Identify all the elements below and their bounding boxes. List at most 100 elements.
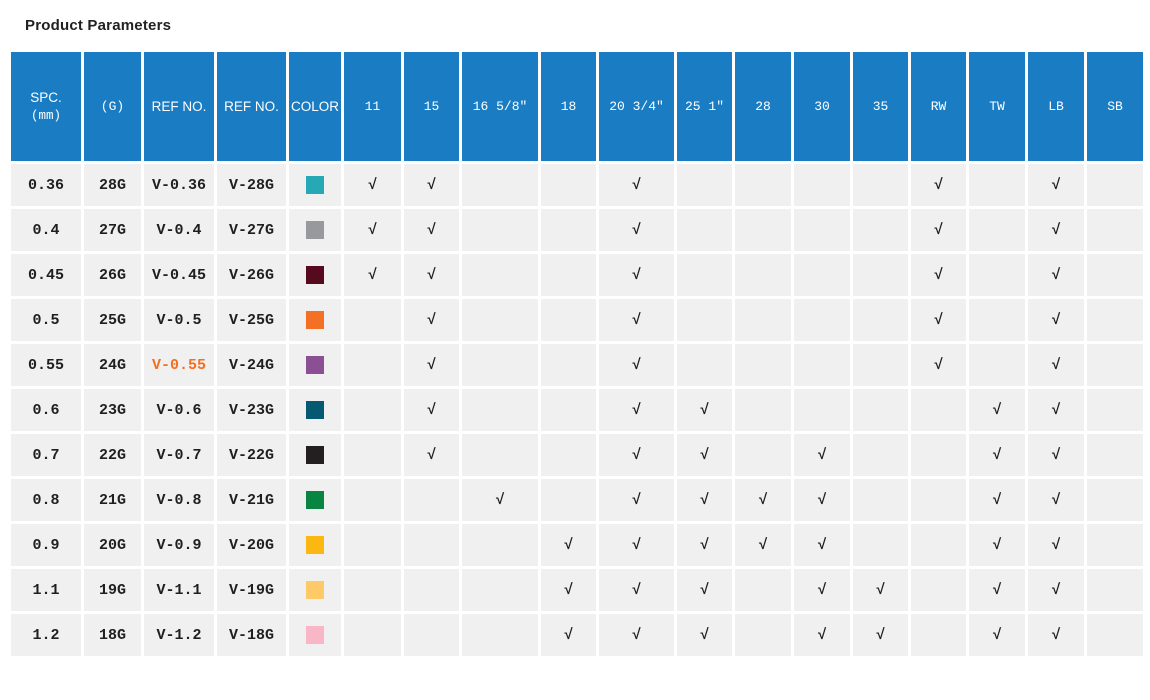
check-icon: √	[426, 401, 436, 419]
color-swatch-cell	[289, 479, 341, 521]
check-cell-35	[853, 434, 908, 476]
column-header-spc: SPC. (mm)	[11, 52, 81, 161]
check-cell-18	[541, 299, 596, 341]
check-cell-16-5-8in	[462, 434, 538, 476]
check-cell-rw	[911, 389, 966, 431]
ref-gauge-cell: V-18G	[217, 614, 286, 656]
check-cell-lb: √	[1028, 434, 1084, 476]
check-cell-30	[794, 164, 850, 206]
check-cell-rw	[911, 524, 966, 566]
check-cell-28	[735, 209, 791, 251]
check-icon: √	[1051, 221, 1061, 239]
check-cell-25-1in: √	[677, 524, 732, 566]
check-cell-25-1in: √	[677, 569, 732, 611]
gauge-cell: 25G	[84, 299, 141, 341]
column-header-gauge: (G)	[84, 52, 141, 161]
check-icon: √	[817, 626, 827, 644]
check-cell-11	[344, 389, 401, 431]
check-cell-sb	[1087, 614, 1143, 656]
column-header-16-5-8in: 16 5/8″	[462, 52, 538, 161]
check-icon: √	[631, 221, 641, 239]
check-cell-20-3-4in: √	[599, 389, 674, 431]
check-cell-25-1in	[677, 254, 732, 296]
check-icon: √	[992, 581, 1002, 599]
check-cell-11	[344, 614, 401, 656]
check-cell-15: √	[404, 389, 459, 431]
check-cell-35	[853, 344, 908, 386]
check-icon: √	[758, 536, 768, 554]
check-icon: √	[631, 626, 641, 644]
ref-no-cell: V-0.6	[144, 389, 214, 431]
column-header-ref-no: REF NO.	[144, 52, 214, 161]
table-header-row: SPC. (mm) (G) REF NO. REF NO. COLOR 11 15 16 5/8…	[11, 52, 1143, 161]
check-icon: √	[1051, 536, 1061, 554]
check-icon: √	[699, 626, 709, 644]
page-title: Product Parameters	[25, 17, 172, 34]
check-cell-tw: √	[969, 434, 1025, 476]
color-swatch-cell	[289, 524, 341, 566]
check-cell-sb	[1087, 299, 1143, 341]
check-cell-lb: √	[1028, 479, 1084, 521]
color-swatch	[306, 491, 324, 509]
check-cell-tw: √	[969, 614, 1025, 656]
ref-no-cell: V-0.36	[144, 164, 214, 206]
check-icon: √	[631, 581, 641, 599]
table-row: 1.2 18G V-1.2 V-18G √ √ √ √ √ √ √	[11, 614, 1143, 656]
check-cell-lb: √	[1028, 209, 1084, 251]
column-header-11: 11	[344, 52, 401, 161]
check-cell-16-5-8in	[462, 389, 538, 431]
color-swatch	[306, 356, 324, 374]
spc-cell: 0.9	[11, 524, 81, 566]
ref-gauge-cell: V-27G	[217, 209, 286, 251]
check-cell-11: √	[344, 254, 401, 296]
spc-cell: 0.7	[11, 434, 81, 476]
table-row: 0.6 23G V-0.6 V-23G √ √ √ √ √	[11, 389, 1143, 431]
product-parameters-table: SPC. (mm) (G) REF NO. REF NO. COLOR 11 15 16 5/8…	[8, 49, 1146, 659]
check-cell-16-5-8in	[462, 254, 538, 296]
check-cell-15	[404, 614, 459, 656]
check-cell-35	[853, 479, 908, 521]
gauge-cell: 19G	[84, 569, 141, 611]
check-icon: √	[758, 491, 768, 509]
check-cell-35	[853, 299, 908, 341]
gauge-cell: 20G	[84, 524, 141, 566]
check-cell-11: √	[344, 209, 401, 251]
check-icon: √	[426, 176, 436, 194]
check-cell-20-3-4in: √	[599, 344, 674, 386]
check-cell-11	[344, 299, 401, 341]
column-header-lb: LB	[1028, 52, 1084, 161]
check-cell-rw	[911, 614, 966, 656]
check-cell-35: √	[853, 569, 908, 611]
check-cell-lb: √	[1028, 569, 1084, 611]
check-cell-30	[794, 209, 850, 251]
check-cell-20-3-4in: √	[599, 299, 674, 341]
check-cell-rw	[911, 569, 966, 611]
check-cell-sb	[1087, 209, 1143, 251]
ref-gauge-cell: V-25G	[217, 299, 286, 341]
check-cell-tw	[969, 344, 1025, 386]
check-icon: √	[367, 266, 377, 284]
ref-gauge-cell: V-22G	[217, 434, 286, 476]
column-header-25-1in: 25 1″	[677, 52, 732, 161]
check-icon: √	[1051, 626, 1061, 644]
check-icon: √	[875, 626, 885, 644]
column-header-35: 35	[853, 52, 908, 161]
check-cell-28	[735, 254, 791, 296]
column-header-rw: RW	[911, 52, 966, 161]
gauge-cell: 22G	[84, 434, 141, 476]
check-cell-rw: √	[911, 344, 966, 386]
check-cell-20-3-4in: √	[599, 209, 674, 251]
check-icon: √	[563, 536, 573, 554]
spc-cell: 0.5	[11, 299, 81, 341]
check-icon: √	[631, 446, 641, 464]
check-cell-11	[344, 479, 401, 521]
column-header-18: 18	[541, 52, 596, 161]
check-cell-16-5-8in: √	[462, 479, 538, 521]
check-icon: √	[1051, 176, 1061, 194]
check-icon: √	[631, 491, 641, 509]
gauge-cell: 24G	[84, 344, 141, 386]
spc-cell: 0.36	[11, 164, 81, 206]
check-icon: √	[1051, 356, 1061, 374]
check-icon: √	[992, 626, 1002, 644]
